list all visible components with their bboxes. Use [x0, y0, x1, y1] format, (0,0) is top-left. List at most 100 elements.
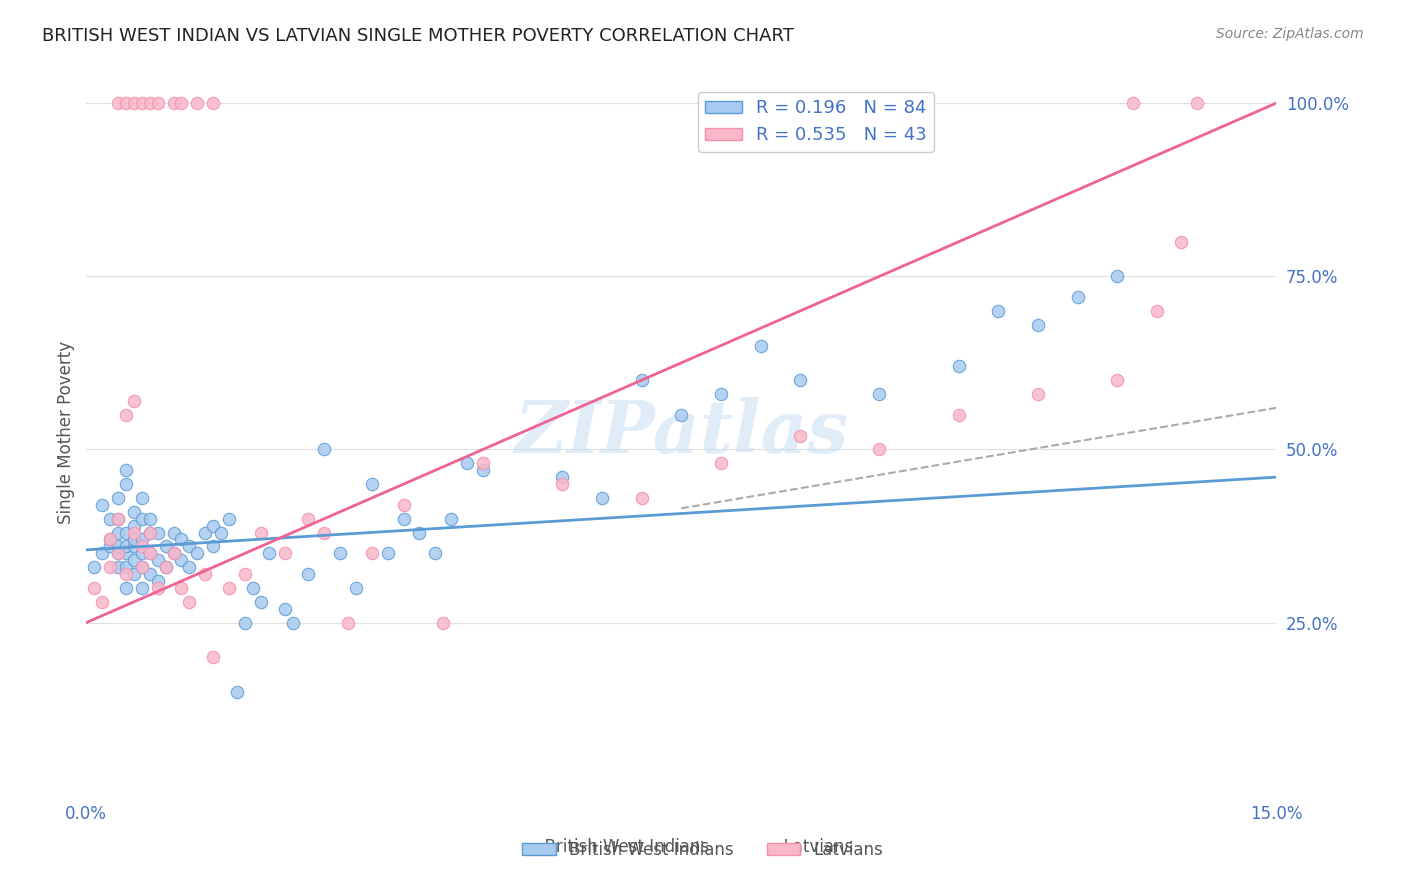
Point	[122, 540, 145, 554]
Point	[107, 96, 129, 111]
Legend: R = 0.196   N = 84, R = 0.535   N = 43: R = 0.196 N = 84, R = 0.535 N = 43	[699, 92, 934, 152]
Point	[551, 477, 574, 491]
Point	[98, 533, 121, 547]
Point	[107, 546, 129, 560]
Point	[630, 491, 652, 505]
Point	[987, 304, 1010, 318]
Point	[432, 615, 454, 630]
Point	[179, 540, 201, 554]
Point	[630, 373, 652, 387]
Point	[83, 581, 105, 595]
Point	[209, 525, 232, 540]
Point	[139, 525, 162, 540]
Point	[162, 525, 184, 540]
Point	[710, 456, 733, 470]
Point	[107, 546, 129, 560]
Point	[131, 560, 153, 574]
Point	[377, 546, 399, 560]
Point	[139, 96, 162, 111]
Point	[122, 525, 145, 540]
Point	[344, 581, 367, 595]
Point	[115, 96, 138, 111]
Point	[218, 581, 240, 595]
Point	[131, 96, 153, 111]
Point	[360, 546, 382, 560]
Point	[869, 387, 891, 401]
Point	[170, 553, 193, 567]
Point	[115, 567, 138, 582]
Point	[360, 477, 382, 491]
Point	[98, 512, 121, 526]
Point	[122, 96, 145, 111]
Text: Source: ZipAtlas.com: Source: ZipAtlas.com	[1216, 27, 1364, 41]
Point	[948, 408, 970, 422]
Legend: British West Indians, Latvians: British West Indians, Latvians	[516, 835, 890, 866]
Point	[194, 567, 217, 582]
Point	[170, 581, 193, 595]
Text: ZIPatlas: ZIPatlas	[515, 397, 848, 467]
Point	[202, 96, 225, 111]
Point	[131, 581, 153, 595]
Point	[155, 560, 177, 574]
Point	[591, 491, 613, 505]
Point	[226, 685, 249, 699]
Point	[170, 533, 193, 547]
Point	[281, 615, 304, 630]
Point	[146, 581, 169, 595]
Point	[131, 560, 153, 574]
Point	[162, 546, 184, 560]
Point	[749, 338, 772, 352]
Point	[314, 442, 336, 457]
Point	[122, 505, 145, 519]
Point	[233, 567, 256, 582]
Point	[202, 650, 225, 665]
Point	[233, 615, 256, 630]
Point	[115, 463, 138, 477]
Point	[139, 546, 162, 560]
Point	[91, 546, 114, 560]
Point	[91, 595, 114, 609]
Point	[789, 373, 811, 387]
Point	[131, 540, 153, 554]
Point	[297, 512, 319, 526]
Point	[1170, 235, 1192, 249]
Point	[131, 491, 153, 505]
Point	[249, 525, 271, 540]
Point	[337, 615, 360, 630]
Point	[186, 96, 208, 111]
Point	[456, 456, 478, 470]
Point	[131, 512, 153, 526]
Point	[122, 394, 145, 409]
Point	[329, 546, 352, 560]
Point	[869, 442, 891, 457]
Point	[91, 498, 114, 512]
Point	[789, 428, 811, 442]
Point	[107, 491, 129, 505]
Point	[392, 512, 415, 526]
Point	[471, 463, 494, 477]
Point	[107, 512, 129, 526]
Point	[194, 525, 217, 540]
Point	[1107, 269, 1129, 284]
Point	[155, 560, 177, 574]
Point	[146, 96, 169, 111]
Point	[115, 546, 138, 560]
Point	[1026, 318, 1049, 332]
Point	[297, 567, 319, 582]
Point	[115, 525, 138, 540]
Point	[146, 525, 169, 540]
Point	[139, 512, 162, 526]
Point	[202, 518, 225, 533]
Point	[218, 512, 240, 526]
Y-axis label: Single Mother Poverty: Single Mother Poverty	[58, 341, 75, 524]
Point	[139, 525, 162, 540]
Point	[146, 553, 169, 567]
Point	[98, 533, 121, 547]
Point	[273, 546, 295, 560]
Point	[186, 546, 208, 560]
Point	[115, 560, 138, 574]
Point	[273, 601, 295, 615]
Text: BRITISH WEST INDIAN VS LATVIAN SINGLE MOTHER POVERTY CORRELATION CHART: BRITISH WEST INDIAN VS LATVIAN SINGLE MO…	[42, 27, 794, 45]
Point	[1067, 290, 1090, 304]
Point	[83, 560, 105, 574]
